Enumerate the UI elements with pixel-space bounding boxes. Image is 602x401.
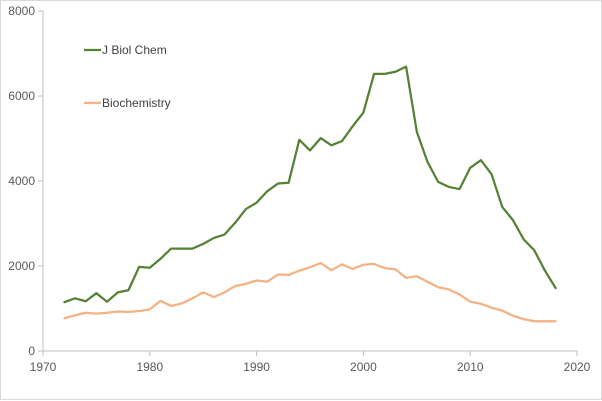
series-line-biochemistry <box>63 261 557 323</box>
x-tick-label: 1990 <box>243 360 270 374</box>
axes: 1970 1980 1990 2000 2010 2020 0 2000 4000 6000 800… <box>8 4 590 374</box>
legend-label-j-biol-chem: J Biol Chem <box>102 43 167 57</box>
legend-label-biochemistry: Biochemistry <box>102 96 171 110</box>
x-tick-label: 2020 <box>564 360 591 374</box>
series-layer <box>63 65 557 323</box>
x-tick-label: 1970 <box>30 360 57 374</box>
series-line-j-biol-chem <box>63 65 557 304</box>
y-tick-label: 0 <box>28 344 35 358</box>
y-tick-label: 2000 <box>8 259 35 273</box>
y-tick-label: 4000 <box>8 174 35 188</box>
x-tick-label: 2000 <box>350 360 377 374</box>
legend: J Biol Chem Biochemistry <box>84 43 171 110</box>
y-tick-label: 6000 <box>8 89 35 103</box>
x-tick-label: 2010 <box>457 360 484 374</box>
y-tick-label: 8000 <box>8 4 35 18</box>
x-tick-label: 1980 <box>136 360 163 374</box>
